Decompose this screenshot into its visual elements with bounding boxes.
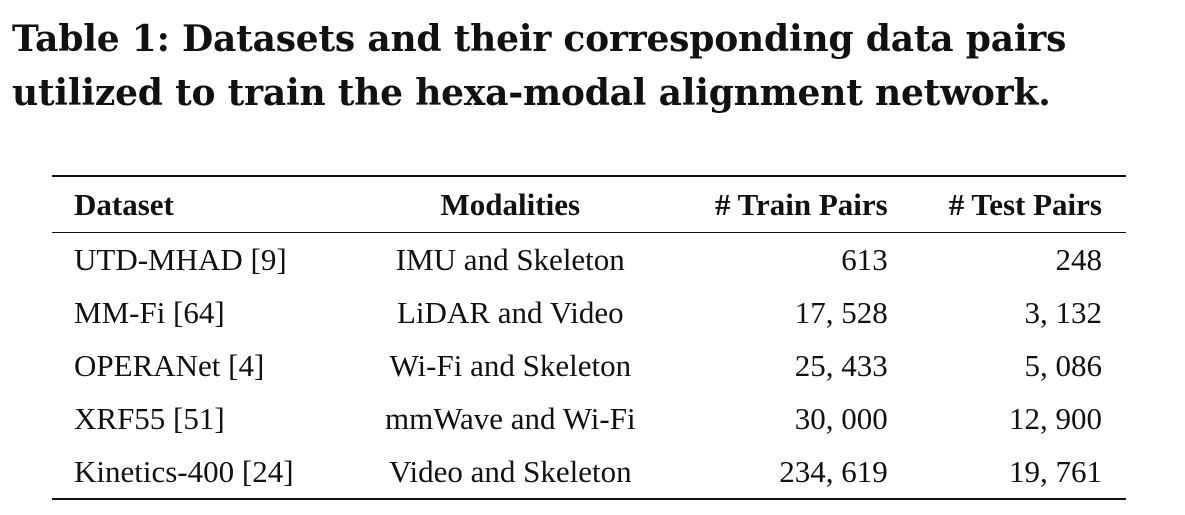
table-row: UTD-MHAD [9] IMU and Skeleton 613 248 xyxy=(52,233,1126,287)
cell-train-pairs: 25, 433 xyxy=(794,347,888,383)
cell-test-pairs: 5, 086 xyxy=(1024,347,1103,383)
table-row: XRF55 [51] mmWave and Wi-Fi 30, 000 12, … xyxy=(52,392,1126,445)
cell-dataset: XRF55 [51] xyxy=(74,400,225,436)
table-caption: Table 1: Datasets and their correspondin… xyxy=(12,18,1067,114)
cell-test-pairs: 19, 761 xyxy=(1009,453,1102,489)
cell-dataset: MM-Fi [64] xyxy=(74,294,225,330)
header-dataset: Dataset xyxy=(74,186,174,222)
table-header-row: Dataset Modalities # Train Pairs # Test … xyxy=(52,176,1126,233)
header-train-pairs: # Train Pairs xyxy=(714,186,888,222)
cell-dataset: OPERANet [4] xyxy=(74,347,265,383)
cell-train-pairs: 613 xyxy=(841,241,888,277)
table-row: OPERANet [4] Wi-Fi and Skeleton 25, 433 … xyxy=(52,339,1126,392)
table-row: MM-Fi [64] LiDAR and Video 17, 528 3, 13… xyxy=(52,286,1126,339)
cell-train-pairs: 234, 619 xyxy=(779,453,888,489)
cell-modalities: LiDAR and Video xyxy=(397,294,624,330)
dataset-table: Dataset Modalities # Train Pairs # Test … xyxy=(52,175,1126,500)
cell-modalities: IMU and Skeleton xyxy=(395,241,625,277)
header-test-pairs: # Test Pairs xyxy=(948,186,1102,222)
cell-test-pairs: 12, 900 xyxy=(1009,400,1102,436)
table-row: Kinetics-400 [24] Video and Skeleton 234… xyxy=(52,445,1126,499)
dataset-table-container: Dataset Modalities # Train Pairs # Test … xyxy=(52,175,1126,500)
cell-dataset: Kinetics-400 [24] xyxy=(74,453,294,489)
cell-train-pairs: 30, 000 xyxy=(794,400,888,436)
cell-dataset: UTD-MHAD [9] xyxy=(74,241,287,277)
cell-modalities: Wi-Fi and Skeleton xyxy=(389,347,632,383)
cell-train-pairs: 17, 528 xyxy=(794,294,888,330)
cell-test-pairs: 3, 132 xyxy=(1024,294,1103,330)
header-modalities: Modalities xyxy=(440,186,581,222)
cell-test-pairs: 248 xyxy=(1055,241,1103,277)
cell-modalities: mmWave and Wi-Fi xyxy=(385,400,636,436)
cell-modalities: Video and Skeleton xyxy=(388,453,632,489)
